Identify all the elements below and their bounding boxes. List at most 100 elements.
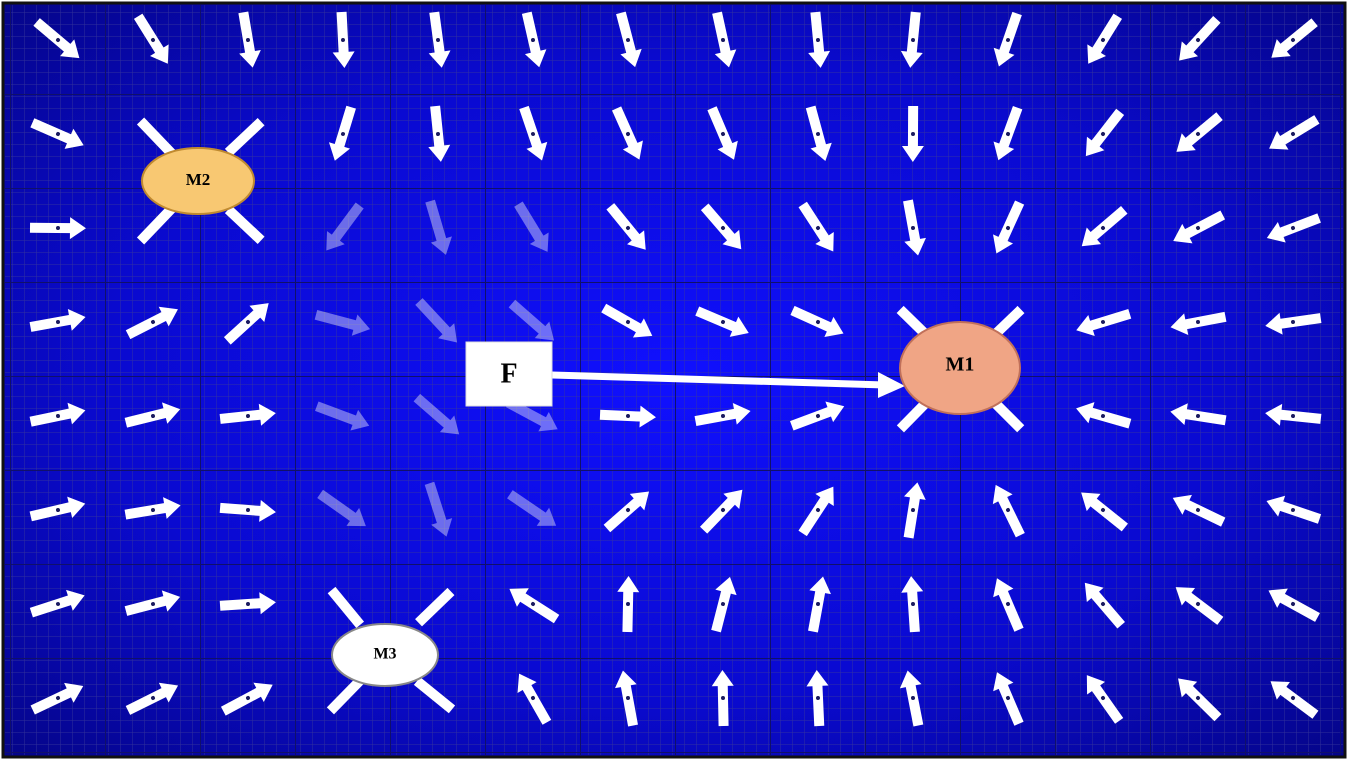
force: F	[465, 341, 905, 407]
arrow-shape	[606, 203, 646, 250]
arrow-dot	[151, 38, 155, 42]
arrow-dot	[151, 320, 155, 324]
field-arrow	[223, 303, 269, 345]
arrow-dot	[911, 38, 915, 42]
arrow-shape	[133, 13, 169, 64]
arrow-dot	[1196, 696, 1200, 700]
field-arrow	[1172, 494, 1226, 527]
field-arrow	[1085, 108, 1125, 157]
field-arrow	[33, 18, 80, 59]
field-arrow	[29, 402, 86, 427]
arrow-dot	[1101, 414, 1105, 418]
field-arrow	[1173, 210, 1226, 244]
arrow-dot	[56, 132, 60, 136]
arrow-dot	[626, 508, 630, 512]
field-arrow	[707, 106, 738, 160]
field-arrow	[1178, 678, 1222, 722]
field-arrow	[808, 11, 831, 68]
field-arrow	[711, 576, 737, 633]
field-arrow	[29, 309, 86, 332]
arrow-shape	[413, 393, 460, 435]
field-arrow	[993, 200, 1025, 254]
arrow-shape	[1081, 492, 1128, 532]
arrow-dot	[1006, 132, 1010, 136]
arrow-dot	[531, 132, 535, 136]
field-arrow	[1176, 112, 1223, 152]
arrow-dot	[721, 414, 725, 418]
field-arrow	[514, 201, 549, 252]
field-arrow	[993, 672, 1024, 726]
arrow-shape	[1087, 13, 1123, 64]
arrow-dot	[1291, 508, 1295, 512]
force-arrow-head	[878, 372, 905, 398]
mass-spoke	[327, 586, 365, 629]
mass-m1	[899, 321, 1021, 415]
mass-label: M1	[946, 354, 975, 376]
field-arrow	[125, 306, 178, 340]
arrow-dot	[1101, 132, 1105, 136]
arrow-dot	[1196, 414, 1200, 418]
arrow-shape	[415, 298, 458, 343]
field-arrow	[124, 497, 181, 520]
field-arrow	[712, 11, 737, 68]
field-arrow	[903, 199, 926, 256]
field-arrow	[790, 305, 844, 337]
arrow-shape	[1270, 681, 1319, 719]
arrow-dot	[721, 132, 725, 136]
arrow-shape	[505, 398, 558, 432]
field-arrow	[428, 105, 451, 162]
arrow-shape	[509, 588, 560, 624]
arrow-dot	[816, 696, 820, 700]
field-arrow	[508, 299, 555, 341]
arrow-dot	[1196, 320, 1200, 324]
arrow-dot	[151, 508, 155, 512]
field-arrow	[219, 403, 276, 426]
field-arrow	[219, 499, 276, 522]
arrow-dot	[721, 320, 725, 324]
arrow-shape	[326, 202, 364, 251]
field-arrow	[1270, 681, 1319, 719]
field-arrow	[617, 576, 640, 633]
arrow-dot	[1101, 226, 1105, 230]
field-arrow	[993, 578, 1024, 632]
arrow-shape	[514, 201, 549, 252]
field-arrow	[699, 489, 743, 534]
arrow-dot	[721, 696, 725, 700]
arrow-shape	[1176, 112, 1223, 152]
arrow-shape	[1271, 18, 1318, 58]
arrow-dot	[56, 320, 60, 324]
arrow-dot	[56, 508, 60, 512]
arrow-dot	[436, 132, 440, 136]
arrow-dot	[1291, 414, 1295, 418]
field-arrow	[903, 482, 926, 539]
arrow-dot	[626, 132, 630, 136]
arrow-dot	[246, 602, 250, 606]
arrow-dot	[56, 38, 60, 42]
field-arrow	[1170, 311, 1227, 336]
field-arrow	[425, 199, 452, 255]
arrow-shape	[508, 299, 555, 341]
arrow-dot	[1196, 508, 1200, 512]
field-arrow	[1076, 402, 1132, 429]
arrow-dot	[246, 508, 250, 512]
field-arrow	[220, 682, 273, 716]
force-arrow-shaft	[551, 371, 886, 389]
arrow-shape	[425, 199, 452, 255]
arrow-dot	[1101, 320, 1105, 324]
arrow-dot	[721, 602, 725, 606]
field-arrow	[695, 306, 749, 337]
arrow-dot	[1101, 38, 1105, 42]
field-arrow	[317, 489, 366, 527]
field-arrow	[700, 203, 742, 250]
field-arrow	[1170, 403, 1227, 426]
field-arrow	[124, 402, 181, 428]
arrow-dot	[56, 602, 60, 606]
arrow-shape	[1175, 587, 1224, 625]
arrow-dot	[1101, 602, 1105, 606]
mass-m3	[331, 623, 439, 687]
arrow-shape	[700, 203, 742, 250]
field-arrow	[507, 490, 557, 526]
field-arrow	[424, 481, 453, 537]
mass-label: M2	[186, 170, 211, 189]
field-arrow	[1266, 495, 1322, 524]
